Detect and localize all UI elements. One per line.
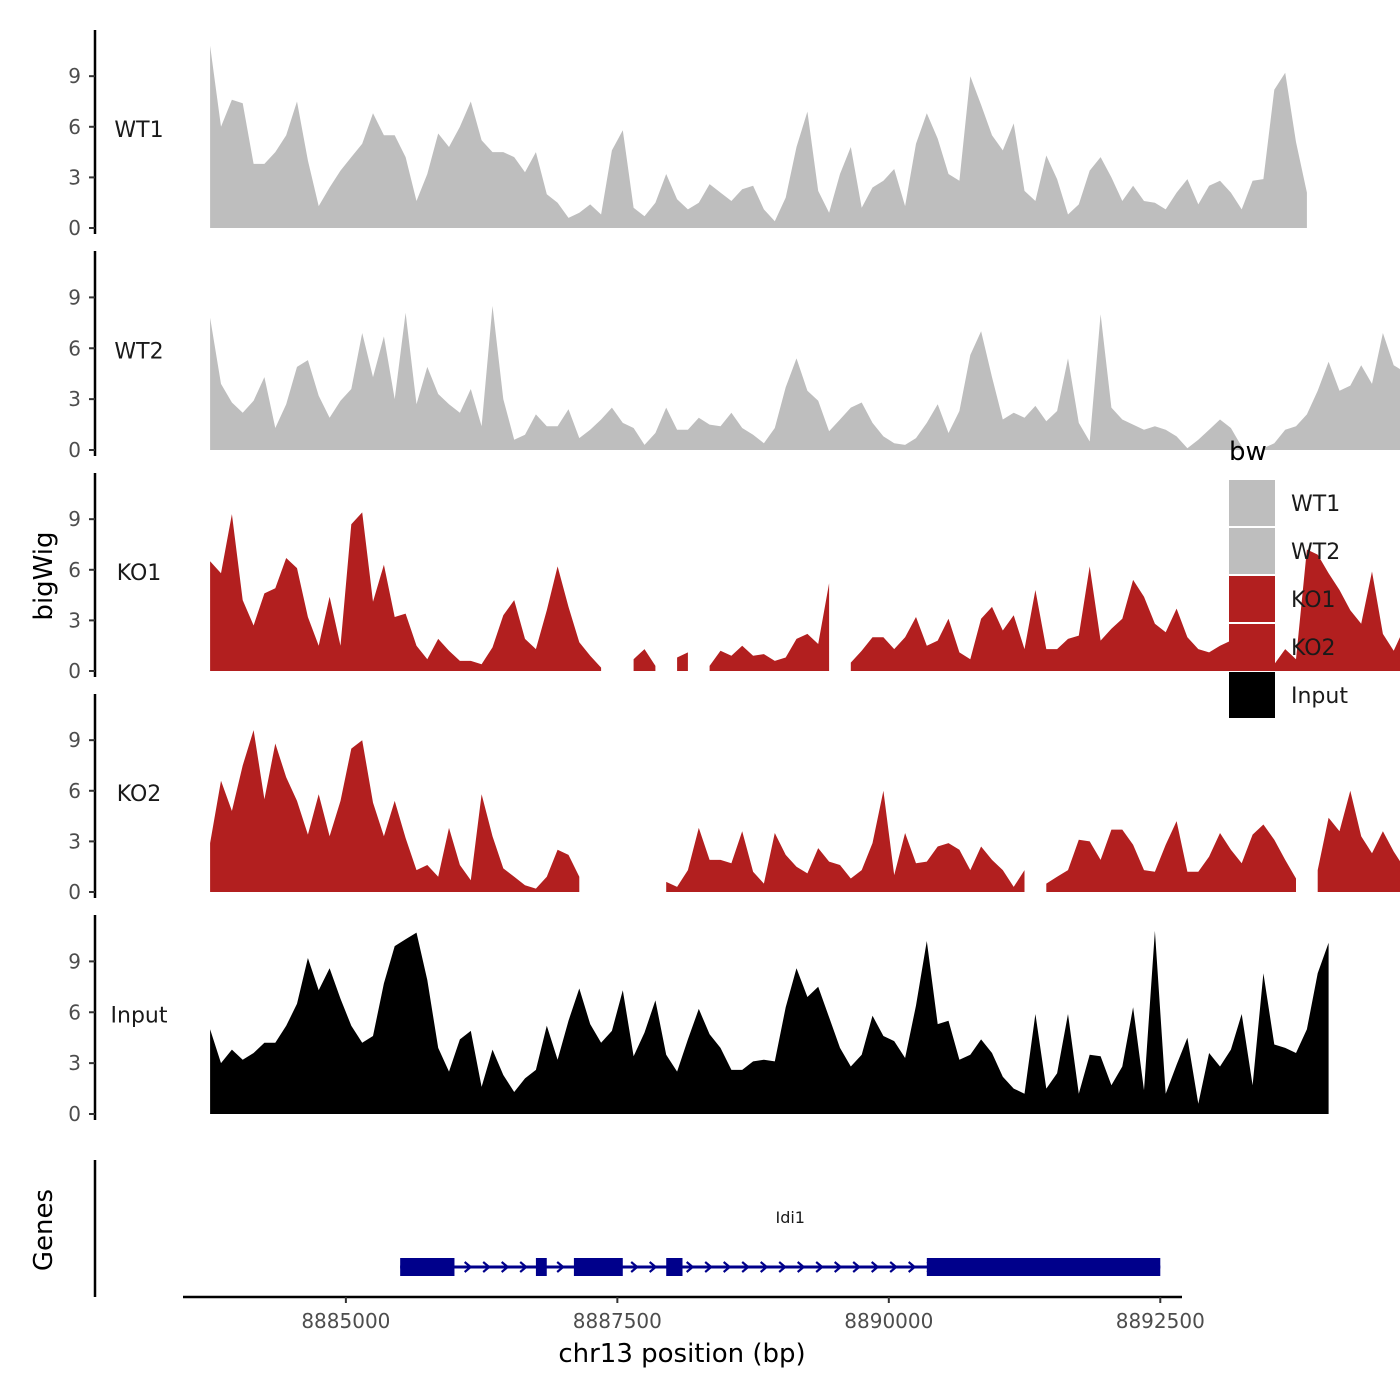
legend-label-wt1: WT1: [1291, 492, 1340, 517]
y-tick-label: 3: [68, 165, 81, 189]
x-tick-label: 8885000: [301, 1309, 390, 1333]
y-tick-label: 6: [68, 1000, 81, 1024]
y-tick-label: 6: [68, 558, 81, 582]
track-wt2: 0 3 6 9 WT2: [68, 251, 1400, 462]
strand-arrow: [722, 1261, 732, 1273]
area-ko2: [210, 730, 1400, 892]
area-ko1: [210, 512, 1400, 671]
legend-label-wt2: WT2: [1291, 540, 1340, 565]
strand-arrow: [482, 1261, 491, 1273]
y-tick-label: 9: [68, 728, 81, 752]
legend-swatch-ko2: [1229, 624, 1275, 670]
y-tick-label: 3: [68, 1051, 81, 1075]
gene-exon: [573, 1258, 623, 1276]
legend-title: bw: [1229, 437, 1267, 467]
area-input: [210, 930, 1329, 1114]
legend-swatch-input: [1229, 672, 1275, 718]
strand-arrow: [685, 1261, 695, 1273]
strand-arrow: [648, 1261, 658, 1273]
legend-swatch-wt2: [1229, 528, 1275, 574]
strand-arrow: [833, 1261, 843, 1273]
area-wt1: [210, 45, 1307, 228]
strand-arrow: [889, 1261, 898, 1273]
strand-arrow: [463, 1261, 473, 1273]
y-tick-label: 3: [68, 608, 81, 632]
x-tick-label: 8887500: [573, 1309, 662, 1333]
gene-exon: [535, 1258, 547, 1276]
x-tick-label: 8892500: [1116, 1309, 1205, 1333]
track-ko1: 0 3 6 9 KO1: [68, 473, 1400, 683]
y-tick-label: 9: [68, 285, 81, 309]
y-tick-label: 9: [68, 949, 81, 973]
area-wt2: [210, 305, 1400, 450]
y-tick-label: 9: [68, 64, 81, 88]
strand-arrow: [759, 1261, 769, 1273]
y-tick-label: 3: [68, 829, 81, 853]
strand-arrow: [519, 1261, 528, 1273]
legend-label-ko1: KO1: [1291, 588, 1336, 613]
strand-arrow: [907, 1261, 917, 1273]
strand-arrow: [796, 1261, 806, 1273]
strand-arrow: [852, 1261, 861, 1273]
strand-arrow: [500, 1261, 510, 1273]
track-label-wt1: WT1: [114, 118, 163, 143]
strand-arrow: [870, 1261, 880, 1273]
y-tick-label: 6: [68, 115, 81, 139]
track-label-ko2: KO2: [117, 782, 162, 807]
x-tick-label: 8890000: [844, 1309, 933, 1333]
y-tick-label: 0: [68, 659, 81, 683]
y-tick-label: 6: [68, 336, 81, 360]
gene-exon: [926, 1258, 1161, 1276]
gene-name-label: Idi1: [775, 1208, 805, 1227]
legend-label-input: Input: [1291, 684, 1348, 709]
legend-swatch-wt1: [1229, 480, 1275, 526]
track-ko2: 0 3 6 9 KO2: [68, 694, 1400, 904]
y-tick-label: 0: [68, 1102, 81, 1126]
y-tick-label: 0: [68, 880, 81, 904]
strand-arrow: [704, 1261, 713, 1273]
legend-swatch-ko1: [1229, 576, 1275, 622]
genes-axis-title: Genes: [29, 1189, 59, 1271]
y-tick-label: 3: [68, 387, 81, 411]
strand-arrow: [778, 1261, 787, 1273]
strand-arrow: [815, 1261, 824, 1273]
track-label-input: Input: [111, 1004, 168, 1029]
y-tick-label: 0: [68, 216, 81, 240]
strand-arrow: [556, 1261, 565, 1273]
y-tick-label: 0: [68, 438, 81, 462]
gene-exon: [666, 1258, 683, 1276]
track-label-wt2: WT2: [114, 340, 163, 365]
y-tick-label: 6: [68, 779, 81, 803]
legend-label-ko2: KO2: [1291, 636, 1336, 661]
gene-exon: [400, 1258, 455, 1276]
strand-arrow: [741, 1261, 750, 1273]
y-tick-label: 9: [68, 507, 81, 531]
x-axis-title: chr13 position (bp): [558, 1339, 805, 1369]
strand-arrow: [630, 1261, 639, 1273]
y-axis-title: bigWig: [29, 531, 59, 620]
track-wt1: 0 3 6 9 WT1: [68, 30, 1307, 240]
track-input: 0 3 6 9 Input: [68, 915, 1329, 1126]
track-label-ko1: KO1: [117, 561, 162, 586]
